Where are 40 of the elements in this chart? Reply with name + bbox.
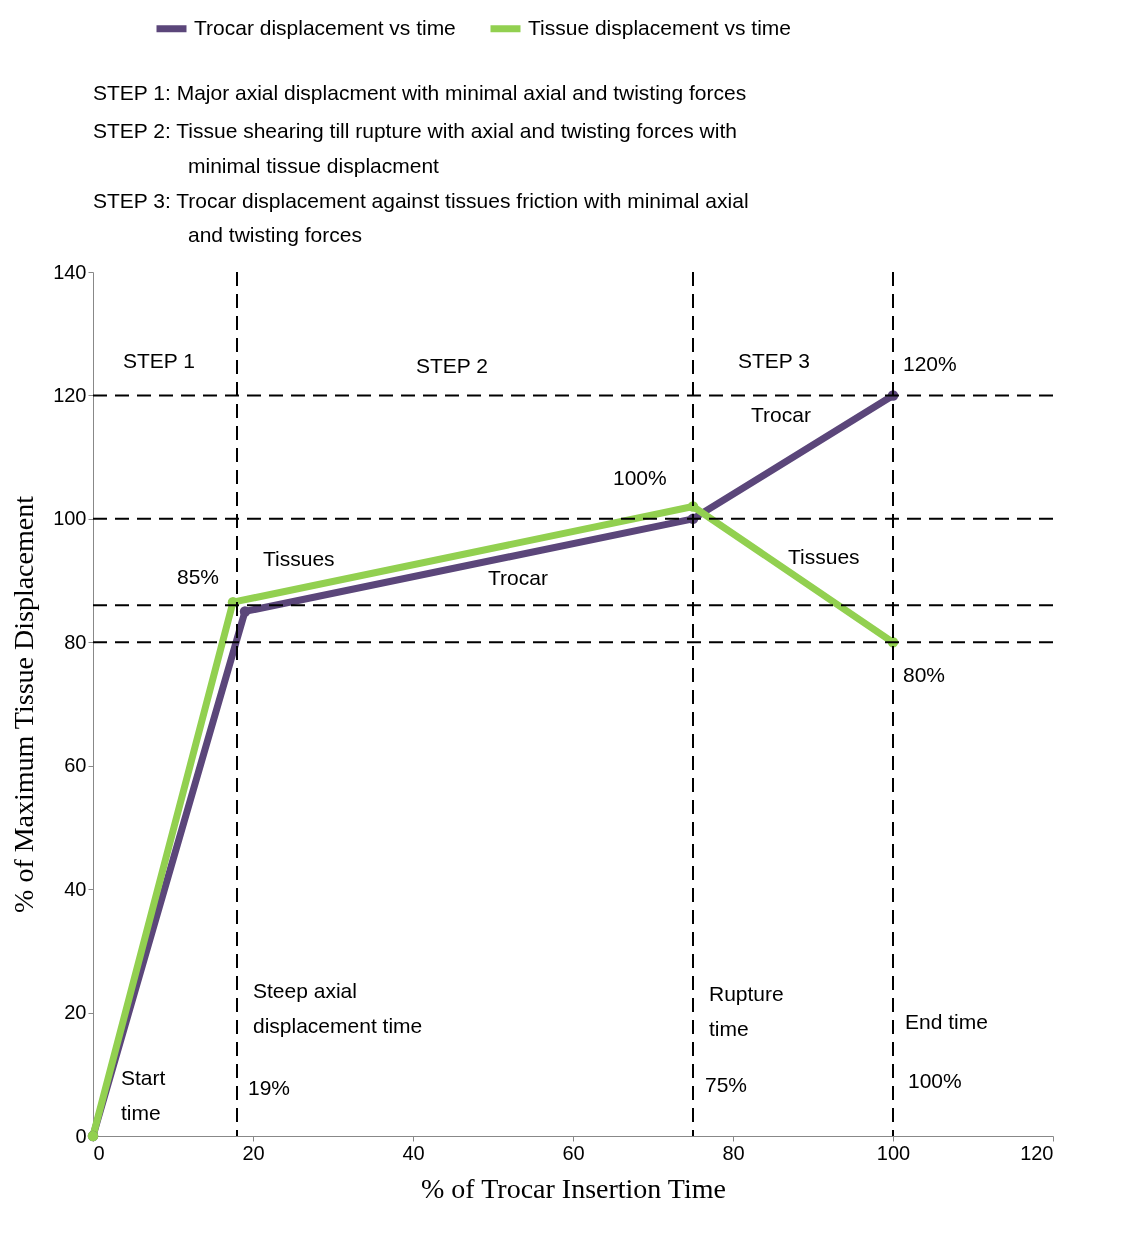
y-tick-label: 120	[53, 383, 87, 406]
x-tick-label: 100	[876, 1141, 911, 1164]
y-axis-title: % of Maximum Tissue Displacement	[8, 495, 40, 913]
y-tick-label: 60	[64, 754, 87, 777]
annotation: STEP 2	[416, 354, 488, 377]
annotation: 100%	[908, 1069, 962, 1092]
text: STEP 1: Major axial displacment with minimal axial and twisting forces	[93, 81, 747, 104]
annotation: Start time	[121, 1066, 166, 1124]
annotation: STEP 1	[123, 349, 195, 372]
x-axis-title: % of Trocar Insertion Time	[421, 1172, 726, 1204]
annotation: 100%	[613, 465, 667, 489]
annotation: Steep axial displacement time	[253, 979, 423, 1037]
annotation: Tissues	[263, 547, 335, 570]
legend-label: Trocar displacement vs time	[194, 15, 456, 39]
annotation: 75%	[705, 1073, 748, 1096]
annotation: End time	[905, 1010, 988, 1033]
y-tick-label: 0	[75, 1124, 87, 1147]
text: STEP 2: Tissue shearing till rupture with axial and twisting forces with minimal tissue displacment	[93, 119, 737, 177]
annotation: Trocar	[488, 566, 548, 589]
y-tick-label: 20	[64, 1001, 87, 1024]
y-tick-label: 80	[64, 630, 87, 653]
x-tick-label: 60	[562, 1141, 585, 1164]
annotation: Trocar	[751, 403, 811, 426]
legend-label: Tissue displacement vs time	[528, 15, 791, 39]
annotation: STEP 3	[738, 349, 810, 372]
annotation: 80%	[903, 663, 946, 687]
y-tick-label: 140	[53, 260, 87, 283]
annotation: 120%	[903, 352, 957, 376]
x-tick-label: 40	[402, 1141, 425, 1164]
text: STEP 3: Trocar displacement against tissues friction with minimal axial and twisting forces	[93, 189, 749, 246]
annotation: 85%	[177, 565, 220, 589]
x-tick-label: 20	[242, 1141, 265, 1164]
x-tick-label: 0	[93, 1141, 105, 1164]
annotation: Tissues	[788, 545, 860, 568]
y-tick-label: 100	[53, 507, 87, 530]
y-tick-label: 40	[64, 877, 87, 900]
x-tick-label: 120	[1020, 1141, 1054, 1164]
annotation: Rupture time	[709, 982, 784, 1040]
x-tick-label: 80	[722, 1141, 745, 1164]
annotation: 19%	[248, 1076, 291, 1099]
